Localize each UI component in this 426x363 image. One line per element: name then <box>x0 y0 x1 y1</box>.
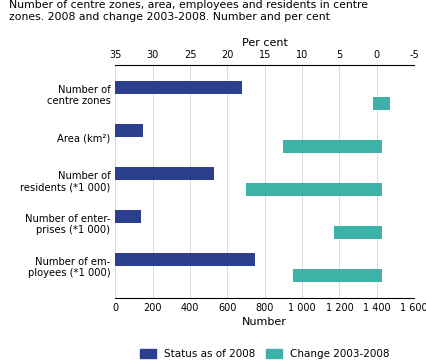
Bar <box>115 210 141 224</box>
Bar <box>115 167 214 180</box>
Bar <box>115 253 255 266</box>
Bar <box>283 139 382 153</box>
Legend: Status as of 2008, Change 2003-2008: Status as of 2008, Change 2003-2008 <box>135 345 393 363</box>
Text: Number of centre zones, area, employees and residents in centre
zones. 2008 and : Number of centre zones, area, employees … <box>9 0 367 22</box>
Bar <box>245 183 382 196</box>
Bar <box>333 225 382 239</box>
X-axis label: Number: Number <box>242 317 287 327</box>
Bar <box>115 124 143 138</box>
X-axis label: Per cent: Per cent <box>241 38 287 48</box>
Bar <box>115 81 242 94</box>
Bar <box>372 97 389 110</box>
Bar <box>292 269 382 282</box>
